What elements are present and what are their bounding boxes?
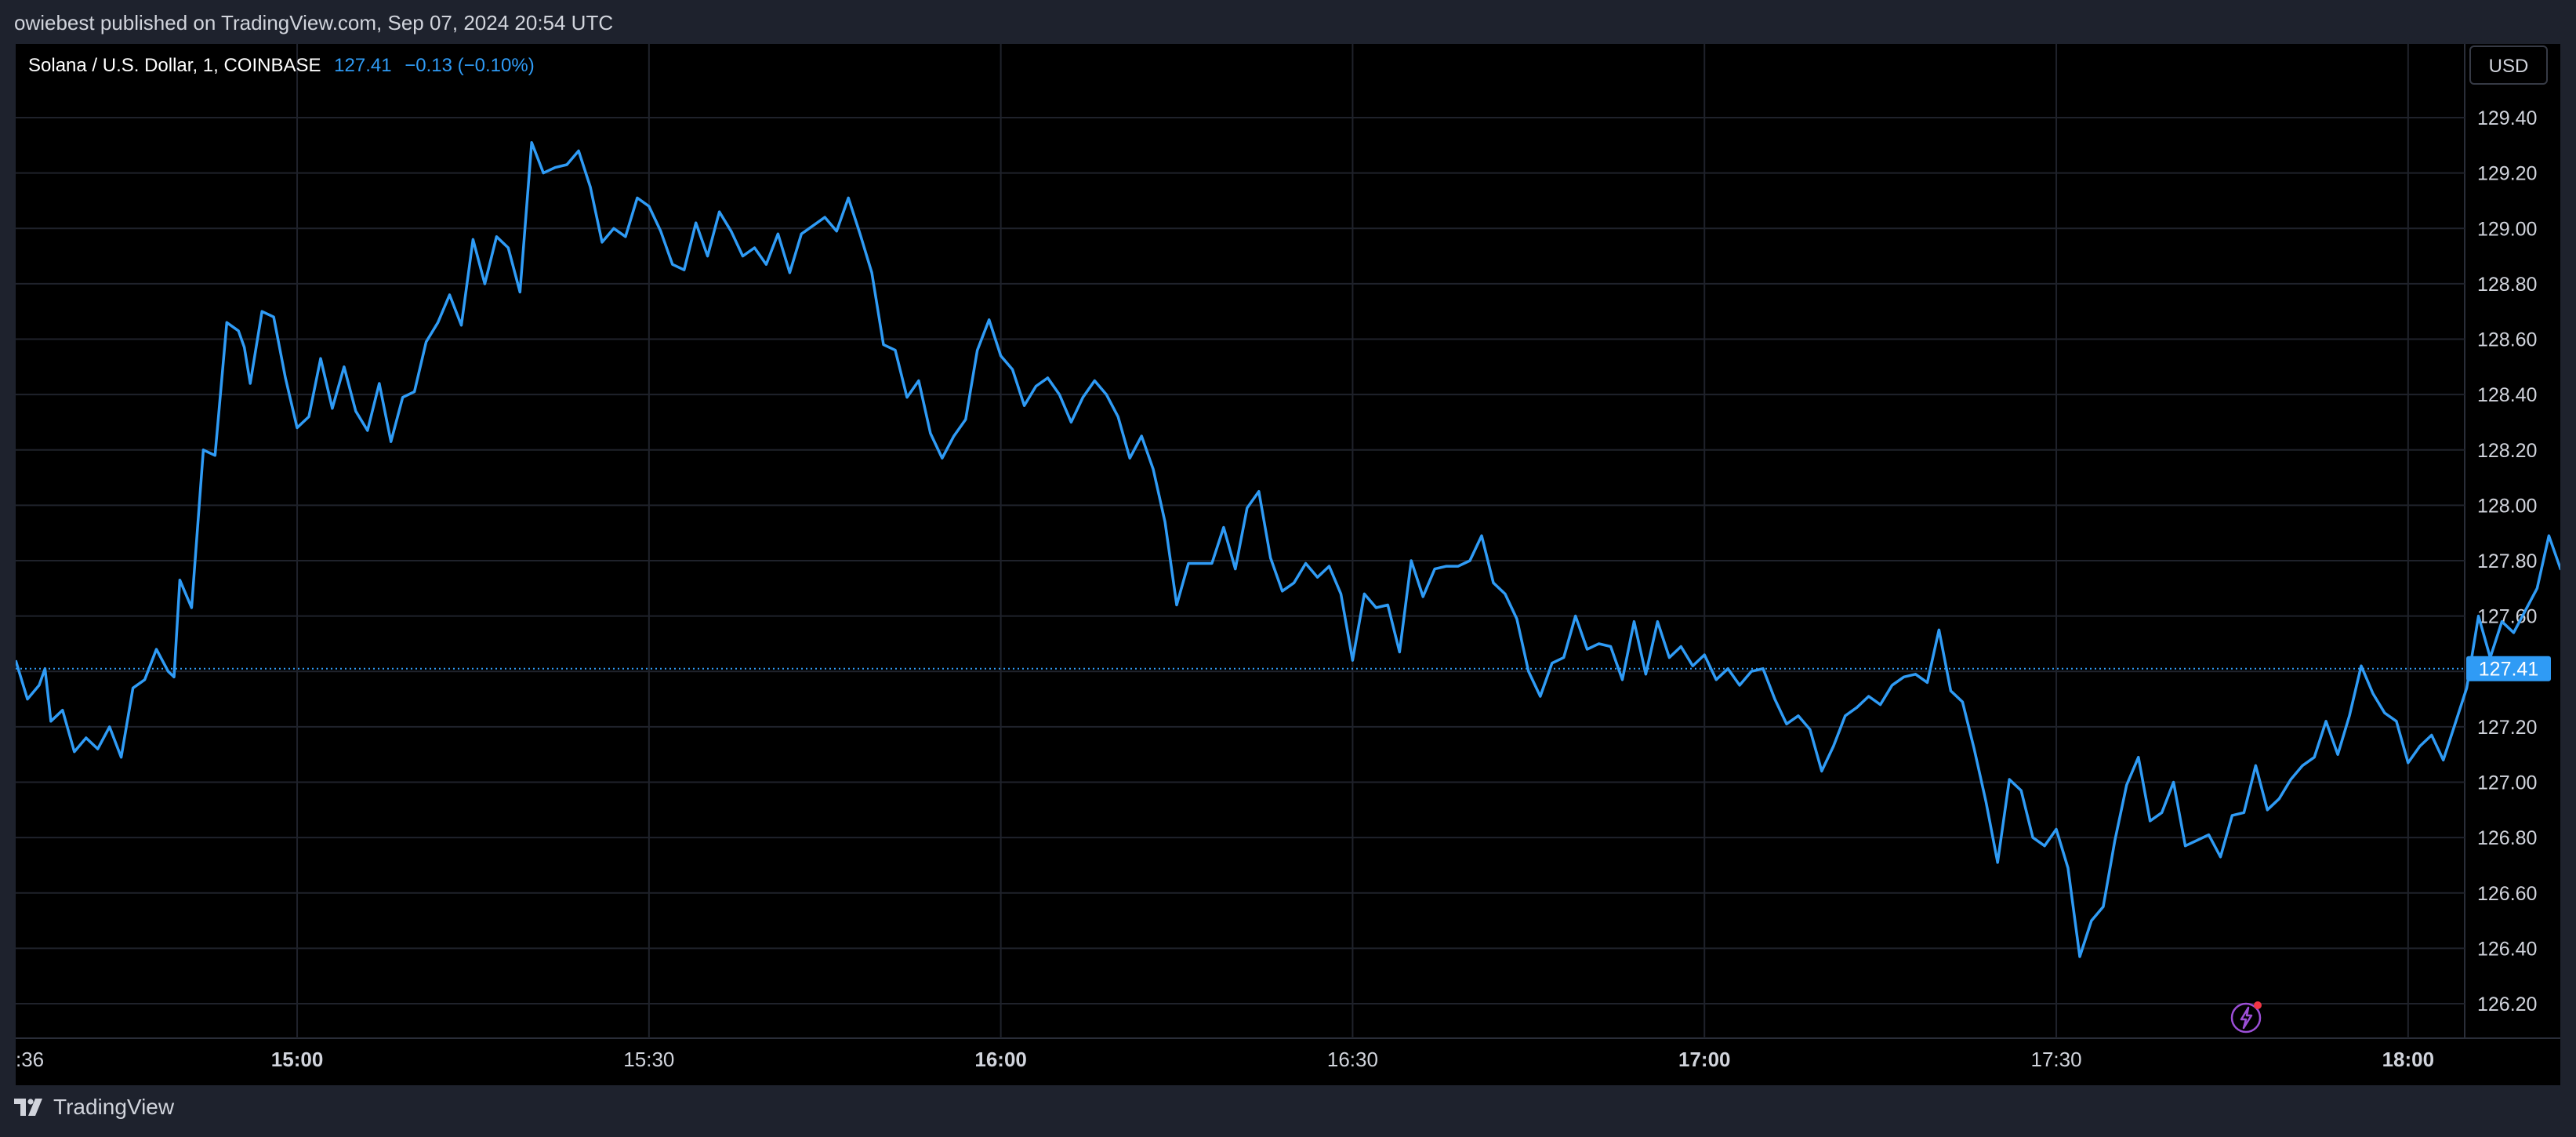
y-tick-label: 126.80	[2477, 827, 2537, 849]
y-tick-label: 126.20	[2477, 994, 2537, 1015]
x-tick-label: 15:00	[271, 1048, 324, 1071]
y-tick-label: 128.60	[2477, 329, 2537, 351]
x-tick-label: :36	[16, 1048, 44, 1071]
y-tick-label: 127.00	[2477, 772, 2537, 794]
y-tick-label: 126.40	[2477, 938, 2537, 960]
x-tick-label: 16:00	[974, 1048, 1027, 1071]
brand-name: TradingView	[53, 1095, 175, 1119]
y-tick-label: 129.20	[2477, 163, 2537, 185]
last-price-label: 127.41	[2479, 659, 2538, 681]
y-tick-label: 127.80	[2477, 550, 2537, 572]
y-tick-label: 126.60	[2477, 883, 2537, 905]
currency-button[interactable]: USD	[2469, 45, 2548, 85]
x-tick-label: 18:00	[2382, 1048, 2435, 1071]
y-tick-label: 129.40	[2477, 107, 2537, 129]
symbol-title: Solana / U.S. Dollar, 1, COINBASE	[28, 55, 321, 76]
y-tick-label: 127.20	[2477, 717, 2537, 739]
tradingview-logo-icon	[14, 1099, 42, 1116]
y-tick-label: 127.60	[2477, 606, 2537, 628]
y-tick-label: 129.00	[2477, 218, 2537, 240]
lightning-icon[interactable]	[2230, 999, 2265, 1033]
y-tick-label: 128.80	[2477, 274, 2537, 296]
last-price: 127.41	[334, 55, 392, 76]
last-price-label-bg	[2466, 656, 2551, 681]
chart-pane[interactable]: 129.40 129.20 129.00 128.80 128.60 128.40 128.…	[16, 44, 2560, 1085]
x-tick-label: 17:30	[2031, 1048, 2082, 1071]
price-line	[16, 141, 2560, 958]
price-change: −0.13 (−0.10%)	[405, 55, 535, 76]
footer-brand[interactable]: TradingView	[14, 1095, 174, 1120]
x-tick-label: 17:00	[1678, 1048, 1731, 1071]
y-tick-label: 128.20	[2477, 440, 2537, 462]
price-chart[interactable]: 129.40 129.20 129.00 128.80 128.60 128.40 128.…	[16, 44, 2560, 1085]
symbol-legend: Solana / U.S. Dollar, 1, COINBASE 127.41…	[28, 55, 535, 77]
y-tick-label: 128.00	[2477, 495, 2537, 517]
y-tick-label: 128.40	[2477, 384, 2537, 406]
x-tick-label: 16:30	[1327, 1048, 1378, 1071]
publisher-attribution: owiebest published on TradingView.com, S…	[14, 11, 614, 35]
x-tick-label: 15:30	[623, 1048, 674, 1071]
